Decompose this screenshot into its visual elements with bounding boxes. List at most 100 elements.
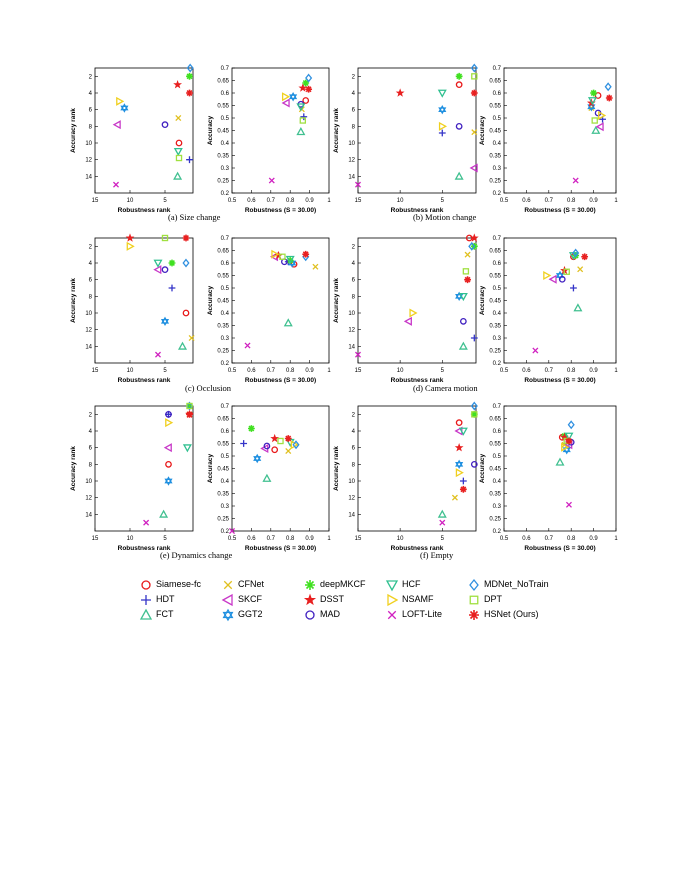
chart-12: 0.5 0.6 0.7 0.8 0.9 1 0.2 0.25 0.3 0.35 0.4 0.45 0.5…	[479, 404, 618, 552]
legend-marker-mad	[305, 610, 315, 620]
y-tick-label: 0.45	[217, 467, 229, 473]
y-tick-label: 6	[352, 278, 356, 284]
x-tick-label: 0.7	[267, 368, 276, 374]
legend-marker-deepmkcf	[305, 580, 315, 590]
point-siamese-fc	[455, 419, 463, 427]
y-tick-label: 0.6	[493, 91, 502, 97]
point-hsnet-ours	[605, 94, 613, 102]
y-tick-label: 0.2	[493, 191, 502, 197]
point-loft-lite	[565, 501, 572, 508]
point-hdt	[186, 156, 193, 164]
point-skcf	[153, 265, 162, 275]
y-tick-label: 2	[352, 244, 356, 250]
y-tick-label: 4	[352, 91, 356, 97]
point-hcf	[173, 147, 183, 157]
point-hcf	[587, 97, 597, 106]
x-tick-label: 1	[614, 536, 618, 542]
point-deepmkcf	[470, 410, 478, 418]
y-tick-label: 0.3	[221, 504, 230, 510]
chart-11: 15 10 5 2 4 6 8 10 12 14 Robustness rank Accuracy r…	[333, 401, 478, 552]
chart-4: 0.5 0.6 0.7 0.8 0.9 1 0.2 0.25 0.3 0.35 0.4 0.45 0.5…	[479, 66, 618, 214]
point-deepmkcf	[186, 72, 193, 80]
y-tick-label: 2	[89, 244, 93, 250]
point-dpt	[277, 437, 284, 445]
x-tick-label: 0.5	[500, 536, 509, 542]
point-siamese-fc	[182, 309, 190, 317]
point-ggt2	[587, 102, 596, 112]
point-dsst	[173, 80, 183, 89]
legend-label: MDNet_NoTrain	[484, 579, 549, 589]
point-nsamf	[126, 241, 135, 251]
point-hsnet-ours	[470, 89, 478, 97]
legend: Siamese-fc HDT FCT CFNet SKCF GGT2 deepMKCF DSS…	[138, 578, 549, 638]
point-dpt	[299, 117, 307, 124]
point-fct	[159, 509, 169, 518]
point-loft-lite	[244, 342, 251, 349]
point-loft-lite	[112, 181, 120, 188]
y-tick-label: 10	[348, 479, 355, 485]
y-tick-label: 0.6	[493, 429, 502, 435]
y-tick-label: 0.3	[493, 504, 502, 510]
point-hsnet-ours	[565, 437, 573, 445]
y-tick-label: 0.2	[493, 361, 502, 367]
x-tick-label: 0.8	[567, 368, 576, 374]
point-mdnet-notrain	[572, 248, 580, 258]
point-mdnet-notrain	[470, 401, 478, 411]
x-tick-label: 1	[614, 198, 618, 204]
point-deepmkcf	[455, 72, 463, 80]
x-tick-label: 5	[163, 368, 167, 374]
chart-2: 0.5 0.6 0.7 0.8 0.9 1 0.2 0.25 0.3 0.35 0.4 0.45 0.5…	[207, 66, 331, 214]
y-tick-label: 12	[348, 328, 355, 334]
y-tick-label: 12	[348, 496, 355, 502]
caption-e: (e) Dynamics change	[160, 550, 233, 560]
point-hcf	[437, 89, 447, 98]
y-tick-label: 0.65	[217, 249, 229, 255]
point-loft-lite	[572, 177, 579, 184]
point-nsamf	[409, 308, 418, 318]
point-hcf	[182, 444, 192, 453]
y-tick-label: 0.35	[489, 492, 501, 498]
legend-label: Siamese-fc	[156, 579, 202, 589]
point-hcf	[564, 432, 574, 441]
point-loft-lite	[228, 527, 236, 535]
point-deepmkcf	[186, 402, 193, 410]
x-tick-label: 10	[127, 536, 134, 542]
x-tick-label: 0.9	[589, 536, 598, 542]
x-tick-label: 5	[163, 198, 167, 204]
legend-label: deepMKCF	[320, 579, 366, 589]
point-mad	[455, 122, 463, 130]
y-tick-label: 0.4	[493, 479, 502, 485]
chart-8: 0.5 0.6 0.7 0.8 0.9 1 0.2 0.25 0.3 0.35 0.4 0.45 0.5…	[479, 236, 618, 384]
legend-marker-loft-lite	[387, 610, 397, 620]
y-tick-label: 6	[352, 108, 356, 114]
y-axis-label: Accuracy	[479, 285, 486, 315]
y-tick-label: 2	[352, 412, 356, 418]
y-axis-label: Accuracy rank	[333, 446, 340, 491]
legend-label: DPT	[484, 594, 502, 604]
x-tick-label: 0.6	[522, 368, 531, 374]
x-tick-label: 10	[397, 198, 404, 204]
point-hsnet-ours	[305, 85, 313, 93]
y-tick-label: 0.2	[221, 529, 230, 535]
point-fct	[573, 303, 583, 312]
caption-d: (d) Camera motion	[413, 383, 478, 393]
point-mad	[558, 275, 566, 283]
x-tick-label: 0.5	[228, 368, 237, 374]
x-tick-label: 0.6	[522, 536, 531, 542]
point-nsamf	[438, 121, 448, 131]
point-dpt	[186, 402, 193, 410]
point-nsamf	[165, 418, 174, 428]
point-nsamf	[271, 249, 280, 259]
y-tick-label: 0.7	[493, 66, 502, 72]
point-loft-lite	[354, 351, 362, 358]
x-tick-label: 5	[163, 536, 167, 542]
y-tick-label: 0.45	[489, 467, 501, 473]
x-tick-label: 0.7	[545, 368, 554, 374]
y-tick-label: 2	[89, 412, 93, 418]
x-tick-label: 0.6	[247, 368, 256, 374]
point-hdt	[570, 284, 577, 292]
chart-10: 0.5 0.6 0.7 0.8 0.9 1 0.2 0.25 0.3 0.35 0.4 0.45 0.5…	[207, 404, 331, 552]
point-mdnet-notrain	[305, 73, 313, 83]
y-tick-label: 0.5	[221, 286, 230, 292]
